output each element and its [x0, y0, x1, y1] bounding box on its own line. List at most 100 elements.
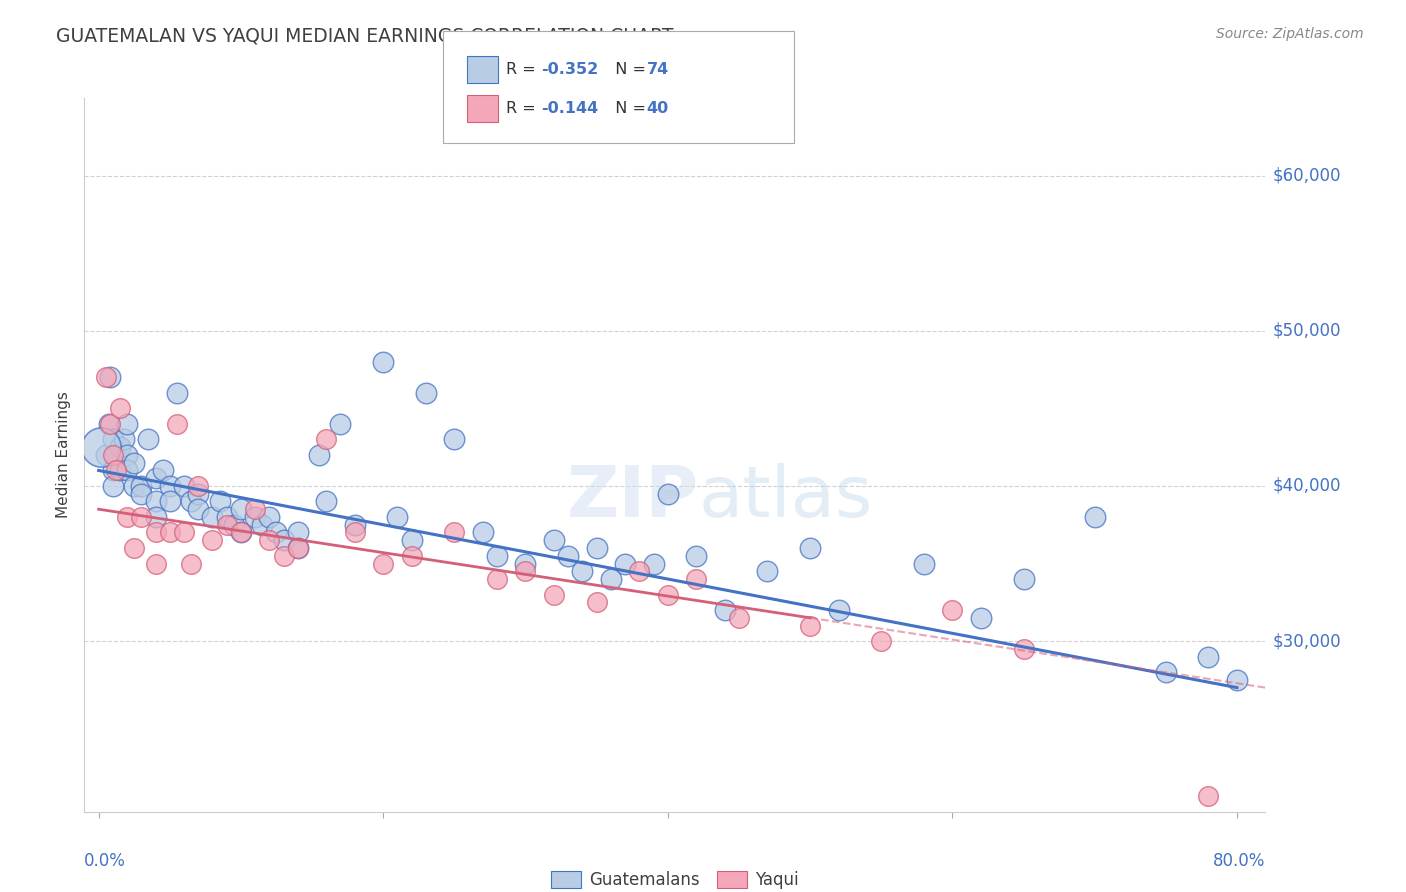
Text: 74: 74: [647, 62, 669, 77]
Point: [728, 611, 751, 625]
Point: [201, 510, 224, 524]
Point: [152, 463, 174, 477]
Point: [515, 564, 537, 578]
Text: 0.0%: 0.0%: [84, 852, 127, 870]
Point: [373, 557, 395, 571]
Text: -0.144: -0.144: [541, 102, 599, 116]
Point: [756, 564, 779, 578]
Text: R =: R =: [506, 102, 541, 116]
Text: 40: 40: [647, 102, 669, 116]
Point: [215, 517, 238, 532]
Point: [104, 448, 127, 462]
Text: $50,000: $50,000: [1272, 322, 1341, 340]
Point: [259, 510, 281, 524]
Point: [122, 479, 145, 493]
Point: [138, 433, 160, 447]
Point: [187, 502, 209, 516]
Point: [222, 517, 245, 532]
Point: [315, 494, 337, 508]
Point: [94, 370, 117, 384]
Point: [970, 611, 993, 625]
Point: [471, 525, 494, 540]
Text: $60,000: $60,000: [1272, 167, 1341, 185]
Point: [628, 564, 651, 578]
Point: [1012, 641, 1035, 656]
Point: [108, 401, 131, 416]
Point: [599, 572, 621, 586]
Point: [98, 370, 121, 384]
Point: [1198, 789, 1220, 804]
Text: GUATEMALAN VS YAQUI MEDIAN EARNINGS CORRELATION CHART: GUATEMALAN VS YAQUI MEDIAN EARNINGS CORR…: [56, 27, 673, 45]
Point: [543, 588, 565, 602]
Text: atlas: atlas: [699, 463, 873, 533]
Point: [329, 417, 352, 431]
Point: [159, 479, 181, 493]
Point: [287, 541, 309, 555]
Point: [90, 440, 112, 454]
Point: [115, 417, 138, 431]
Point: [94, 448, 117, 462]
Point: [159, 525, 181, 540]
Text: -0.352: -0.352: [541, 62, 599, 77]
Legend: Guatemalans, Yaqui: Guatemalans, Yaqui: [544, 864, 806, 892]
Point: [252, 517, 274, 532]
Point: [799, 541, 821, 555]
Point: [145, 525, 167, 540]
Point: [173, 479, 195, 493]
Point: [229, 525, 252, 540]
Point: [243, 510, 266, 524]
Point: [713, 603, 735, 617]
Point: [229, 502, 252, 516]
Point: [129, 479, 152, 493]
Point: [401, 549, 423, 563]
Point: [941, 603, 963, 617]
Point: [215, 510, 238, 524]
Point: [115, 463, 138, 477]
Point: [115, 510, 138, 524]
Point: [1226, 673, 1249, 687]
Point: [122, 456, 145, 470]
Point: [585, 541, 607, 555]
Text: R =: R =: [506, 62, 541, 77]
Point: [614, 557, 637, 571]
Point: [387, 510, 409, 524]
Point: [287, 525, 309, 540]
Y-axis label: Median Earnings: Median Earnings: [56, 392, 72, 518]
Point: [145, 557, 167, 571]
Point: [129, 510, 152, 524]
Point: [827, 603, 849, 617]
Point: [515, 557, 537, 571]
Point: [201, 533, 224, 548]
Point: [443, 433, 465, 447]
Point: [173, 525, 195, 540]
Point: [166, 385, 188, 400]
Point: [259, 533, 281, 548]
Point: [159, 494, 181, 508]
Point: [145, 510, 167, 524]
Point: [685, 549, 707, 563]
Point: [108, 463, 131, 477]
Point: [343, 525, 366, 540]
Point: [343, 517, 366, 532]
Point: [145, 494, 167, 508]
Point: [485, 549, 508, 563]
Text: $40,000: $40,000: [1272, 477, 1341, 495]
Point: [273, 533, 295, 548]
Text: N =: N =: [605, 102, 651, 116]
Point: [108, 440, 131, 454]
Point: [1198, 649, 1220, 664]
Point: [415, 385, 437, 400]
Point: [657, 486, 679, 500]
Point: [101, 479, 124, 493]
Point: [112, 433, 135, 447]
Point: [101, 433, 124, 447]
Point: [485, 572, 508, 586]
Point: [98, 417, 121, 431]
Point: [1084, 510, 1107, 524]
Point: [1012, 572, 1035, 586]
Text: $30,000: $30,000: [1272, 632, 1341, 650]
Point: [273, 549, 295, 563]
Text: N =: N =: [605, 62, 651, 77]
Text: ZIP: ZIP: [567, 463, 699, 533]
Point: [643, 557, 665, 571]
